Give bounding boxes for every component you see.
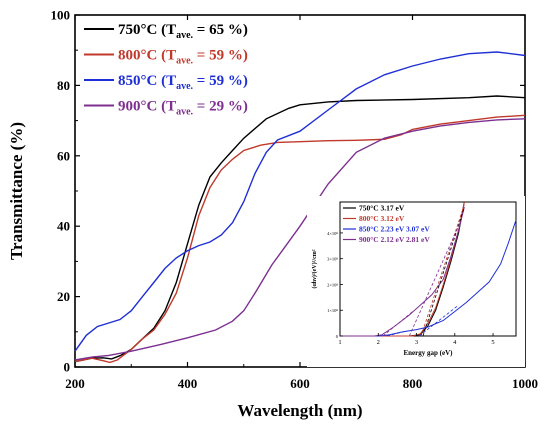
legend-label-1: 800°C (Tave. = 59 %) (118, 48, 248, 67)
inset-fit-line-5 (408, 217, 463, 337)
x-tick-label: 400 (178, 376, 198, 391)
inset-legend-label-1: 800°C 3.12 eV (359, 214, 405, 223)
y-tick-label: 40 (57, 219, 70, 234)
inset-x-tick-label: 3 (415, 339, 418, 346)
inset-x-tick-label: 2 (377, 339, 380, 346)
inset-x-tick-label: 1 (338, 339, 341, 346)
inset-y-tick-label: 1×10⁸ (327, 308, 338, 313)
inset-series-line-2 (340, 220, 516, 336)
x-tick-label: 200 (65, 376, 85, 391)
inset-y-tick-label: 3×10⁸ (327, 257, 338, 262)
y-tick-label: 20 (57, 289, 70, 304)
main-series-group (75, 52, 525, 362)
inset-legend-label-3: 900°C 2.12 eV 2.81 eV (359, 235, 430, 244)
y-tick-label: 80 (57, 78, 70, 93)
x-tick-label: 800 (403, 376, 423, 391)
inset-fit-line-1 (420, 204, 465, 337)
inset-x-axis-label: Energy gap (eV) (404, 349, 454, 357)
series-line-2 (75, 52, 525, 351)
inset-y-tick-label: 2×10⁸ (327, 282, 338, 287)
y-tick-label: 60 (57, 148, 70, 163)
inset-axis-ticks: 1 2 3 4 5 0 1×10⁸ 2×10⁸ 3×10⁸ 4×10⁸ (327, 231, 495, 346)
legend-label-3: 900°C (Tave. = 29 %) (118, 99, 248, 118)
inset-y-tick-label: 4×10⁸ (327, 231, 338, 236)
series-line-0 (75, 96, 525, 362)
inset-x-tick-label: 5 (491, 339, 494, 346)
inset-y-tick-label: 0 (336, 334, 339, 339)
inset-x-tick-label: 4 (453, 339, 457, 346)
inset-series-group (340, 202, 516, 336)
inset-chart: 1 2 3 4 5 0 1×10⁸ 2×10⁸ 3×10⁸ 4×10⁸ 750°C 3.17 eV… (307, 196, 525, 367)
legend-label-2: 850°C (Tave. = 59 %) (118, 73, 248, 92)
inset-legend-label-0: 750°C 3.17 eV (359, 204, 405, 213)
inset-fit-line-3 (418, 304, 459, 337)
inset-series-line-3 (340, 207, 464, 336)
inset-legend-label-2: 850°C 2.23 eV 3.07 eV (359, 225, 430, 234)
inset-fit-line-2 (386, 330, 408, 337)
x-axis-label: Wavelength (nm) (237, 401, 362, 420)
inset-frame (339, 201, 517, 337)
legend: 750°C (Tave. = 65 %) 800°C (Tave. = 59 %)… (84, 22, 248, 118)
inset-fit-line-4 (382, 311, 413, 337)
inset-background (307, 196, 525, 367)
x-tick-label: 1000 (512, 376, 538, 391)
legend-label-0: 750°C (Tave. = 65 %) (118, 22, 248, 41)
series-line-3 (75, 119, 525, 360)
y-axis-label: Transmittance (%) (7, 122, 26, 260)
x-tick-label: 600 (290, 376, 310, 391)
y-tick-label: 100 (51, 8, 71, 23)
inset-y-axis-label: (αhν)²(eV)²/cm² (311, 249, 318, 288)
y-tick-label: 0 (64, 360, 71, 375)
